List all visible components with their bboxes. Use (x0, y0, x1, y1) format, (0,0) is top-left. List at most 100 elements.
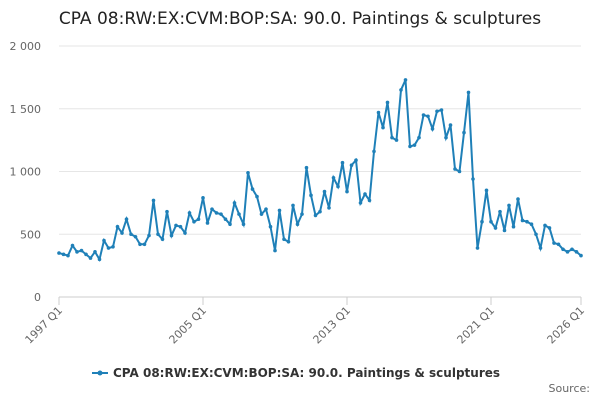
data-point (444, 135, 448, 140)
data-point (84, 252, 88, 257)
data-point (187, 211, 192, 215)
data-point (201, 196, 205, 200)
data-point (124, 217, 129, 221)
data-point (394, 138, 399, 142)
data-point (264, 207, 268, 211)
data-point (552, 241, 556, 245)
data-point (376, 110, 381, 115)
data-point (574, 250, 579, 254)
data-point (480, 219, 484, 224)
data-point (88, 256, 93, 260)
data-point (399, 88, 403, 92)
data-point (466, 90, 471, 95)
data-point (70, 243, 75, 248)
data-point (367, 198, 372, 203)
data-point (507, 203, 511, 208)
data-point (129, 232, 133, 237)
data-point (142, 242, 147, 247)
data-point (205, 221, 210, 225)
data-point (372, 149, 376, 154)
data-point (381, 125, 385, 130)
data-point (304, 165, 309, 170)
data-point (255, 194, 259, 199)
data-point (97, 257, 102, 262)
data-point (439, 108, 444, 112)
y-tick-label: 2 000 (10, 40, 42, 53)
data-point (475, 246, 480, 250)
data-point (300, 212, 304, 216)
source: Source: (549, 382, 591, 395)
data-point (345, 189, 349, 194)
data-point (115, 224, 120, 229)
data-point (489, 219, 493, 224)
data-point (565, 250, 570, 254)
series-line (58, 79, 582, 262)
data-point (295, 222, 300, 227)
data-point (525, 219, 529, 224)
data-point (102, 238, 106, 243)
data-point (493, 226, 498, 230)
data-point (570, 247, 574, 252)
data-point (174, 223, 178, 228)
data-point (160, 237, 165, 242)
data-point (268, 224, 273, 229)
x-tick-label: 2005 Q1 (167, 304, 210, 347)
data-point (534, 232, 538, 237)
data-point (169, 233, 174, 238)
data-point (403, 78, 408, 82)
data-point (331, 175, 336, 180)
data-point (408, 144, 412, 149)
data-point (75, 250, 79, 254)
chart-title: CPA 08:RW:EX:CVM:BOP:SA: 90.0. Paintings… (59, 9, 541, 29)
data-point (241, 222, 246, 227)
data-point (138, 242, 142, 247)
data-point (318, 209, 322, 214)
data-point (448, 123, 453, 127)
legend-label: CPA 08:RW:EX:CVM:BOP:SA: 90.0. Paintings… (113, 366, 500, 380)
data-point (417, 135, 421, 140)
data-point (516, 197, 520, 201)
data-point (538, 246, 543, 250)
data-point (61, 252, 66, 257)
x-tick-label: 2021 Q1 (455, 304, 498, 347)
data-point (462, 130, 466, 135)
data-point (484, 188, 489, 193)
data-point (511, 224, 516, 229)
data-point (273, 248, 277, 253)
data-point (286, 239, 291, 244)
data-point (210, 207, 214, 211)
data-point (165, 209, 169, 214)
data-point (336, 184, 340, 189)
data-point (543, 223, 547, 228)
x-tick-label: 2026 Q1 (545, 304, 588, 347)
data-point (219, 212, 223, 216)
data-point (354, 158, 358, 163)
data-point (453, 167, 457, 171)
data-point (435, 109, 439, 114)
data-point (430, 127, 435, 131)
data-point (363, 192, 367, 196)
data-point (340, 160, 345, 165)
data-point (547, 226, 552, 230)
data-point (327, 206, 331, 210)
data-point (291, 203, 295, 208)
data-point (183, 231, 187, 235)
x-tick-label: 1997 Q1 (23, 304, 66, 347)
data-point (151, 198, 156, 203)
data-point (250, 187, 255, 191)
data-point (457, 169, 462, 174)
data-point (561, 247, 565, 252)
data-point (471, 177, 475, 181)
data-point (196, 217, 201, 221)
data-point (529, 222, 534, 227)
data-point (498, 209, 502, 214)
data-point (178, 224, 183, 229)
data-point (322, 189, 327, 194)
data-point (192, 219, 196, 224)
y-tick-label: 500 (20, 228, 41, 241)
data-point (277, 208, 282, 213)
data-point (237, 212, 241, 216)
data-point (421, 113, 426, 117)
y-tick-label: 0 (34, 291, 41, 304)
data-point (282, 237, 286, 242)
